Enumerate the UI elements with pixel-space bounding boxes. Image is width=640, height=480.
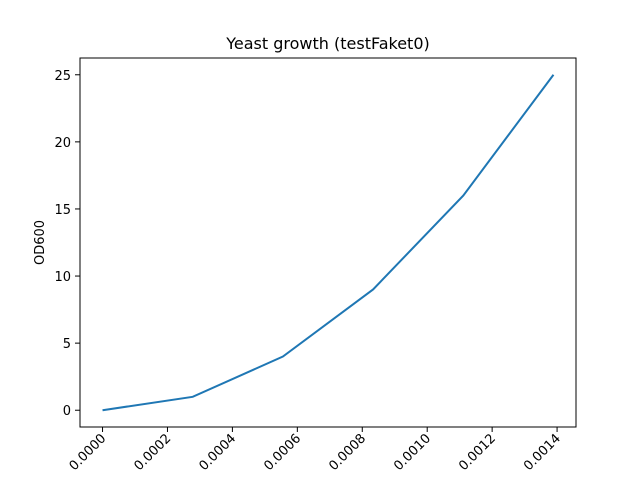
x-tick-label: 0.0004 bbox=[196, 431, 239, 474]
x-tick-label: 0.0006 bbox=[261, 431, 304, 474]
axes-frame bbox=[79, 57, 577, 428]
x-tick-label: 0.0014 bbox=[521, 431, 564, 474]
y-axis: 0 5 10 15 20 25 bbox=[54, 69, 80, 419]
y-tick-label: 0 bbox=[63, 404, 71, 419]
x-axis: 0.0000 0.0002 0.0004 0.0006 0.0008 0.0010 0.00… bbox=[67, 427, 564, 474]
x-tick-label: 0.0012 bbox=[456, 431, 499, 474]
series-line-0 bbox=[102, 74, 555, 412]
x-tick-label: 0.0000 bbox=[67, 431, 110, 474]
y-tick-label: 10 bbox=[54, 270, 71, 285]
x-tick-label: 0.0010 bbox=[391, 431, 434, 474]
y-tick-label: 25 bbox=[54, 69, 71, 84]
plot-area bbox=[102, 74, 555, 412]
x-tick-label: 0.0008 bbox=[326, 431, 369, 474]
y-tick-label: 15 bbox=[54, 203, 71, 218]
x-tick-label: 0.0002 bbox=[132, 431, 175, 474]
y-axis-label: OD600 bbox=[33, 220, 48, 265]
y-tick-label: 5 bbox=[63, 337, 71, 352]
y-tick-label: 20 bbox=[54, 136, 71, 151]
chart-title: Yeast growth (testFaket0) bbox=[225, 34, 430, 53]
